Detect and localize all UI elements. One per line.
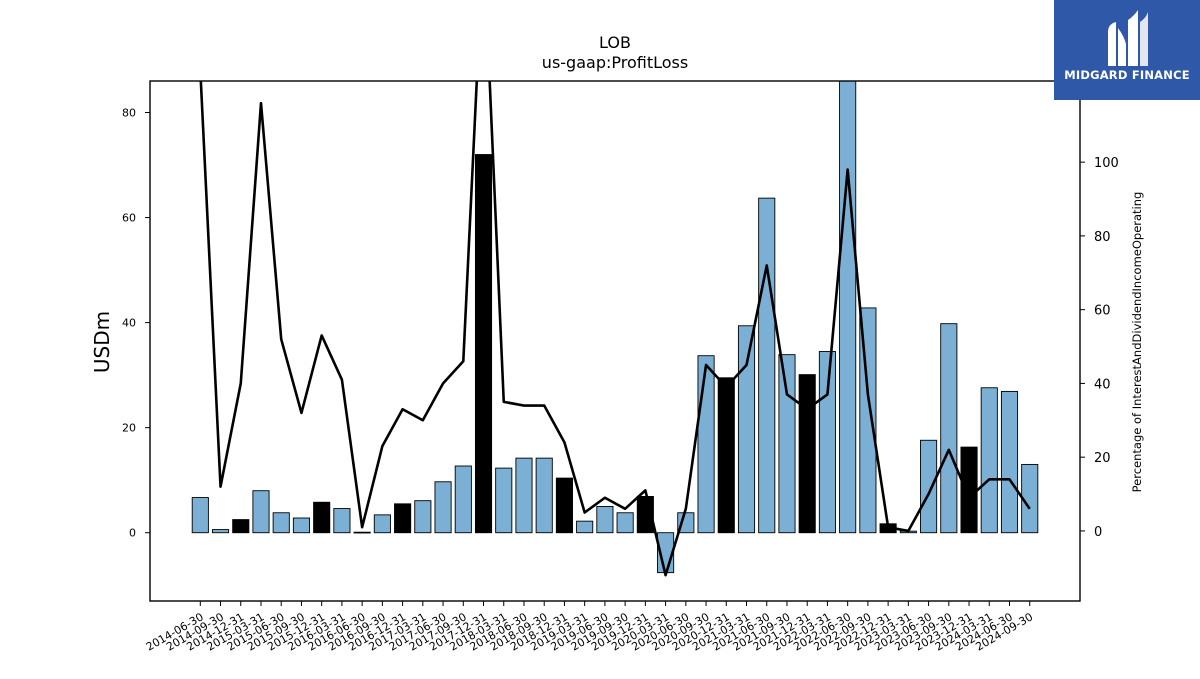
axes: 0204060800204060801002014-06-302014-09-3… (122, 80, 1119, 654)
bar (778, 354, 796, 534)
y2-tick-label: 20 (1094, 451, 1111, 466)
y-axis-label: USDm (90, 311, 114, 373)
bar (353, 531, 371, 534)
bar (576, 520, 594, 534)
logo-mark-icon (1108, 10, 1148, 66)
y-tick-label: 20 (122, 422, 136, 435)
bar (960, 446, 978, 534)
brand-logo: MIDGARD FINANCE (1054, 0, 1200, 100)
y2-tick-label: 100 (1094, 156, 1119, 171)
line-series (199, 81, 1031, 577)
bar (535, 457, 553, 534)
chart-title: LOB (599, 33, 631, 52)
y-tick-label: 80 (122, 107, 136, 120)
y-tick-label: 60 (122, 212, 136, 225)
bar (940, 323, 958, 534)
y-tick-label: 40 (122, 317, 136, 330)
bar (495, 467, 513, 534)
y2-tick-label: 80 (1094, 230, 1111, 245)
bar (333, 508, 351, 534)
bar (414, 500, 432, 534)
bar (859, 307, 877, 534)
bar (980, 387, 998, 534)
y2-tick-label: 40 (1094, 377, 1111, 392)
bar-series (191, 81, 1039, 574)
bar (434, 481, 452, 534)
bar (292, 517, 311, 534)
bar (717, 377, 735, 534)
bar (394, 503, 412, 534)
bar (515, 457, 533, 534)
bar (211, 529, 230, 534)
logo-text: MIDGARD FINANCE (1064, 68, 1190, 82)
bar (1000, 390, 1019, 534)
bar (191, 497, 209, 534)
line-series-path (199, 81, 1031, 577)
bar (818, 351, 836, 534)
bar (920, 439, 938, 534)
bar (697, 355, 715, 534)
bar (272, 512, 290, 534)
bar (313, 501, 331, 534)
bar (737, 325, 756, 534)
bar (798, 374, 816, 534)
chart-subtitle: us-gaap:ProfitLoss (542, 53, 688, 72)
bar (232, 519, 250, 534)
bar (474, 154, 493, 534)
bar (373, 514, 391, 534)
bar (616, 512, 634, 534)
bar (252, 490, 270, 534)
y2-tick-label: 60 (1094, 304, 1111, 319)
bar (758, 197, 776, 534)
bar (596, 506, 614, 534)
bar (454, 465, 472, 534)
bar (839, 81, 857, 534)
y2-axis-label: Percentage of InterestAndDividendIncomeO… (1130, 192, 1144, 493)
y-tick-label: 0 (129, 527, 136, 540)
bar (555, 477, 573, 534)
plot-frame (149, 80, 1081, 602)
y2-tick-label: 0 (1094, 525, 1102, 540)
